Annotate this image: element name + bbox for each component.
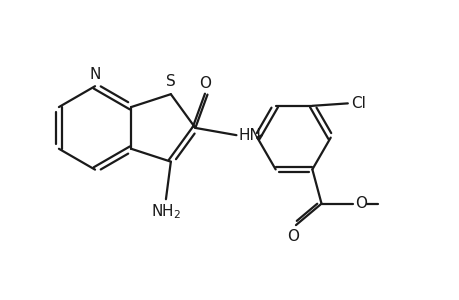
Text: N: N	[89, 67, 101, 82]
Text: O: O	[354, 196, 366, 211]
Text: O: O	[199, 76, 211, 91]
Text: HN: HN	[238, 128, 261, 143]
Text: S: S	[166, 74, 175, 89]
Text: O: O	[287, 229, 299, 244]
Text: Cl: Cl	[350, 96, 365, 111]
Text: NH$_2$: NH$_2$	[151, 202, 181, 221]
